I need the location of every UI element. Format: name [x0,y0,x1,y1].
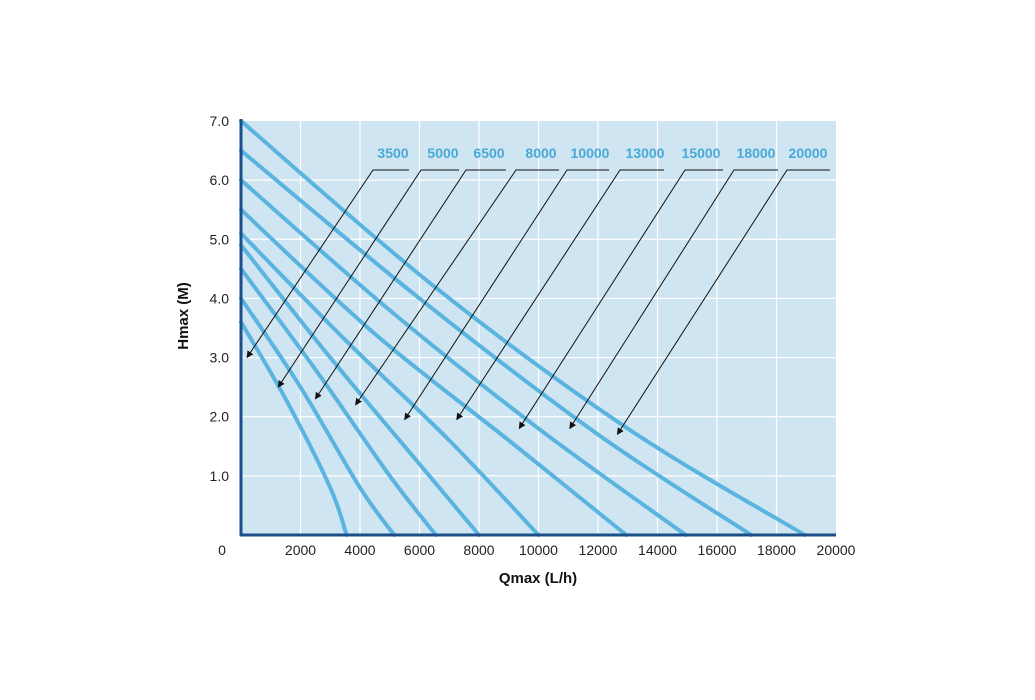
callout-arrows [246,169,830,436]
callout-arrow-13000 [456,169,664,421]
series-label-13000: 13000 [626,145,665,161]
series-curve-10000 [239,231,541,537]
series-label-3500: 3500 [377,145,408,161]
series-label-6500: 6500 [473,145,504,161]
y-tick-label: 4.0 [210,290,230,306]
grid [241,121,836,535]
x-tick-label: 4000 [344,542,375,558]
x-tick-label: 12000 [579,542,618,558]
series-curve-20000 [239,119,807,537]
callout-arrow-5000 [277,169,459,388]
y-axis-title: Hmax (M) [175,282,192,350]
series-curve-15000 [239,178,688,537]
callout-arrow-10000 [404,169,609,421]
series-label-8000: 8000 [525,145,556,161]
x-axis-title: Qmax (L/h) [499,570,577,587]
callout-arrow-15000 [518,169,723,430]
y-tick-label: 1.0 [210,468,230,484]
series-label-20000: 20000 [789,145,828,161]
x-tick-label: 6000 [404,542,435,558]
callout-arrow-8000 [355,169,559,406]
x-tick-label: 16000 [698,542,737,558]
series-curve-18000 [239,148,754,537]
callout-arrow-6500 [314,169,506,400]
y-tick-label: 2.0 [210,409,230,425]
y-tick-label: 6.0 [210,172,230,188]
x-tick-label: 20000 [817,542,856,558]
x-tick-label: 14000 [638,542,677,558]
series-label-15000: 15000 [682,145,721,161]
series-curve-8000 [239,243,481,537]
callout-arrow-3500 [246,169,409,359]
series-label-10000: 10000 [571,145,610,161]
y-tick-label: 3.0 [210,350,230,366]
x-tick-label: 18000 [757,542,796,558]
tick-labels: 0 2000 4000 6000 8000 10000 12000 14000 16000 180… [210,113,856,558]
curves [239,119,807,537]
series-labels: 3500 5000 6500 8000 10000 13000 15000 18000 2000… [377,145,827,161]
callout-arrow-20000 [616,169,830,436]
y-tick-label: 7.0 [210,113,230,129]
series-label-5000: 5000 [427,145,458,161]
axes [239,119,836,537]
x-tick-label: 0 [218,542,226,558]
series-curve-3500 [239,320,349,537]
series-curve-13000 [239,207,629,537]
x-tick-label: 8000 [463,542,494,558]
series-label-18000: 18000 [737,145,776,161]
x-tick-label: 2000 [285,542,316,558]
series-curve-6500 [239,266,438,537]
x-tick-label: 10000 [519,542,558,558]
y-tick-label: 5.0 [210,231,230,247]
callout-arrow-18000 [569,169,778,430]
